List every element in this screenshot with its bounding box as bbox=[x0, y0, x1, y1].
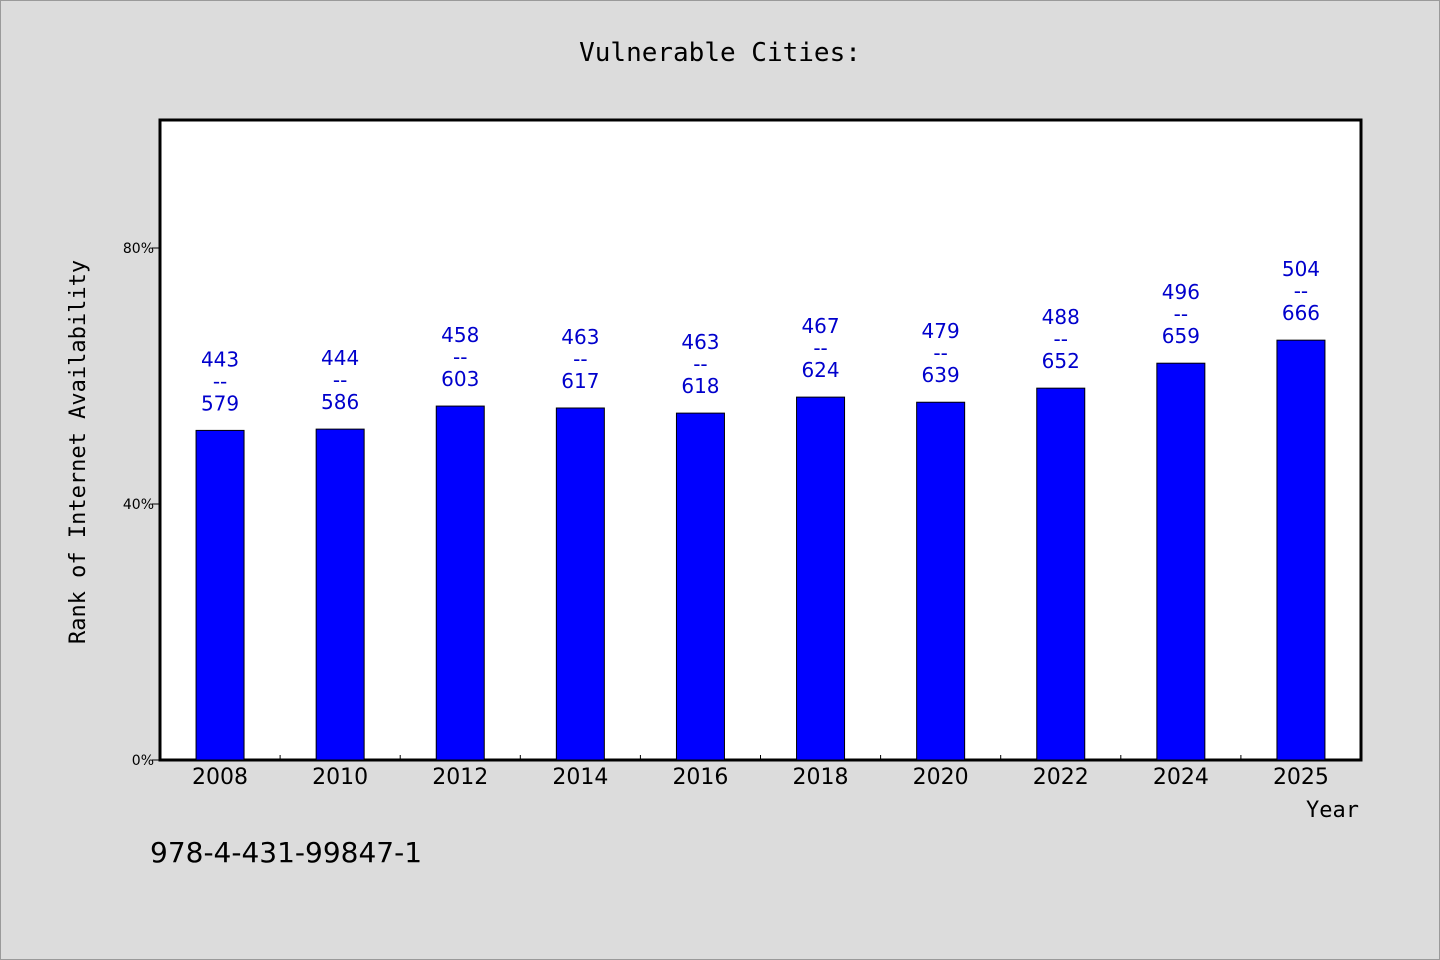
x-tick-label: 2018 bbox=[793, 765, 849, 790]
x-tick-label: 2020 bbox=[913, 765, 969, 790]
y-axis-ticks: 0% 40% 80% bbox=[123, 241, 160, 769]
data-label-top: 496 bbox=[1162, 280, 1200, 304]
x-axis-label: Year bbox=[1306, 798, 1359, 823]
data-label-sep: -- bbox=[333, 368, 347, 392]
y-tick-label: 80% bbox=[123, 241, 154, 257]
bar-2010 bbox=[315, 428, 365, 761]
data-label-top: 467 bbox=[801, 314, 839, 338]
data-label-sep: -- bbox=[813, 336, 827, 360]
x-tick-label: 2014 bbox=[552, 765, 608, 790]
data-label-bottom: 618 bbox=[681, 374, 719, 398]
data-label-sep: -- bbox=[1174, 302, 1188, 326]
x-tick-label: 2012 bbox=[432, 765, 488, 790]
bar-2012 bbox=[435, 405, 485, 761]
data-label-bottom: 603 bbox=[441, 367, 479, 391]
data-label-top: 463 bbox=[561, 325, 599, 349]
footnote-isbn: 978-4-431-99847-1 bbox=[150, 836, 422, 869]
data-label-bottom: 666 bbox=[1282, 301, 1320, 325]
bar-2018 bbox=[796, 396, 846, 761]
data-label-bottom: 586 bbox=[321, 390, 359, 414]
data-label-bottom: 659 bbox=[1162, 324, 1200, 348]
data-label-top: 443 bbox=[201, 347, 239, 371]
x-tick-label: 2008 bbox=[192, 765, 248, 790]
bar-2020 bbox=[916, 401, 966, 761]
chart-title: Vulnerable Cities: bbox=[579, 38, 861, 68]
data-label-sep: -- bbox=[213, 369, 227, 393]
data-label-top: 463 bbox=[681, 330, 719, 354]
bar-2016 bbox=[675, 412, 725, 761]
x-tick-label: 2025 bbox=[1273, 765, 1329, 790]
bar-2025 bbox=[1276, 339, 1326, 761]
data-label-top: 444 bbox=[321, 346, 359, 370]
data-label-sep: -- bbox=[573, 347, 587, 371]
x-tick-label: 2024 bbox=[1153, 765, 1209, 790]
data-label-top: 479 bbox=[922, 319, 960, 343]
data-label-sep: -- bbox=[1294, 279, 1308, 303]
y-tick-label: 0% bbox=[132, 753, 154, 769]
x-tick-label: 2016 bbox=[672, 765, 728, 790]
data-labels: 443--579444--586458--603463--617463--618… bbox=[201, 257, 1320, 415]
data-label-sep: -- bbox=[453, 345, 467, 369]
data-label-bottom: 579 bbox=[201, 391, 239, 415]
y-tick-label: 40% bbox=[123, 497, 154, 513]
data-label-bottom: 639 bbox=[922, 363, 960, 387]
data-label-top: 504 bbox=[1282, 257, 1320, 281]
x-axis-ticks: 2008 2010 2012 2014 2016 2018 2020 2022 2024 2025 bbox=[192, 755, 1329, 790]
bars bbox=[195, 339, 1326, 761]
bar-2024 bbox=[1156, 362, 1206, 761]
data-label-bottom: 617 bbox=[561, 369, 599, 393]
data-label-bottom: 652 bbox=[1042, 349, 1080, 373]
y-axis-label: Rank of Internet Availability bbox=[66, 260, 91, 644]
bar-2008 bbox=[195, 429, 245, 761]
bar-2022 bbox=[1036, 387, 1086, 761]
data-label-sep: -- bbox=[933, 341, 947, 365]
data-label-sep: -- bbox=[693, 352, 707, 376]
x-tick-label: 2022 bbox=[1033, 765, 1089, 790]
x-tick-label: 2010 bbox=[312, 765, 368, 790]
data-label-bottom: 624 bbox=[801, 358, 839, 382]
data-label-top: 458 bbox=[441, 323, 479, 347]
bar-2014 bbox=[555, 407, 605, 761]
data-label-sep: -- bbox=[1054, 327, 1068, 351]
data-label-top: 488 bbox=[1042, 305, 1080, 329]
